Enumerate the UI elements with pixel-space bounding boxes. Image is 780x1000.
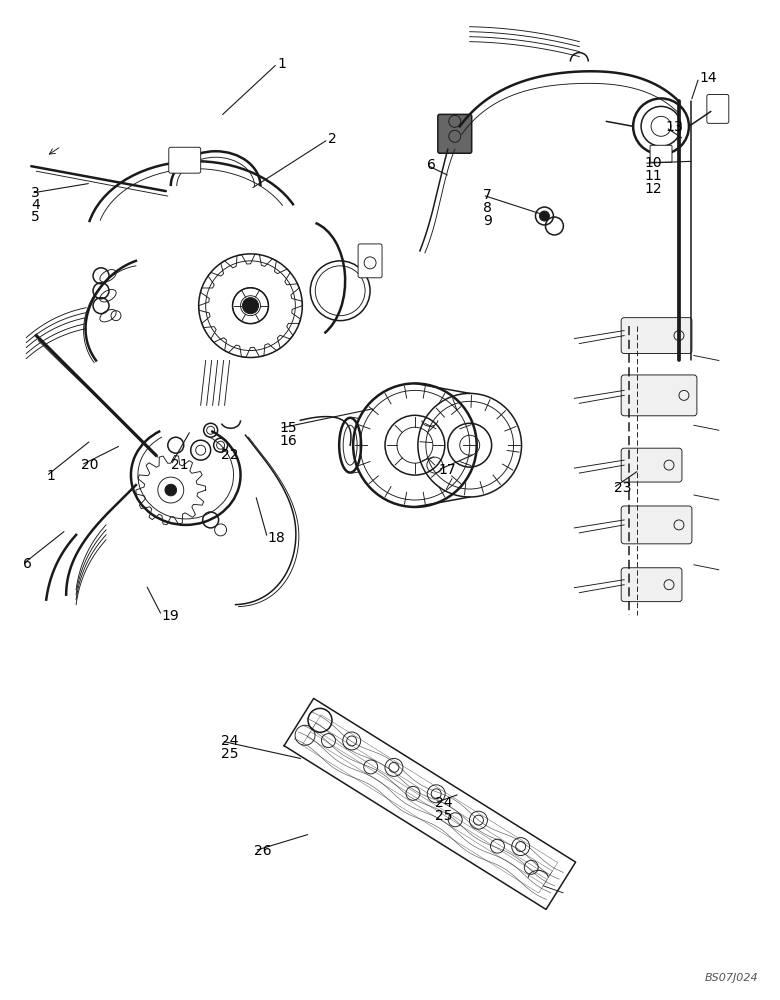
Text: 19: 19 xyxy=(161,609,179,623)
Text: 11: 11 xyxy=(645,169,663,183)
FancyBboxPatch shape xyxy=(621,375,697,416)
Text: 26: 26 xyxy=(254,844,271,858)
Circle shape xyxy=(165,484,176,496)
Text: 20: 20 xyxy=(80,458,98,472)
Text: 1: 1 xyxy=(47,469,55,483)
FancyBboxPatch shape xyxy=(438,114,472,153)
Text: 6: 6 xyxy=(427,158,436,172)
Text: 24: 24 xyxy=(222,734,239,748)
FancyBboxPatch shape xyxy=(650,145,672,162)
Text: 5: 5 xyxy=(31,210,40,224)
FancyBboxPatch shape xyxy=(358,244,382,278)
Text: 22: 22 xyxy=(221,448,238,462)
Text: 12: 12 xyxy=(645,182,662,196)
FancyBboxPatch shape xyxy=(621,568,682,602)
Text: 7: 7 xyxy=(484,188,492,202)
Text: 24: 24 xyxy=(435,796,452,810)
Text: 9: 9 xyxy=(484,214,492,228)
Text: 13: 13 xyxy=(666,120,683,134)
Text: 21: 21 xyxy=(171,458,189,472)
FancyBboxPatch shape xyxy=(707,94,729,123)
FancyBboxPatch shape xyxy=(621,448,682,482)
Text: 16: 16 xyxy=(280,434,297,448)
Text: 6: 6 xyxy=(23,557,32,571)
Text: 3: 3 xyxy=(31,186,40,200)
Text: 17: 17 xyxy=(438,463,456,477)
Text: 10: 10 xyxy=(645,156,662,170)
Text: 2: 2 xyxy=(328,132,337,146)
FancyBboxPatch shape xyxy=(168,147,200,173)
Text: 1: 1 xyxy=(278,57,286,71)
Text: 25: 25 xyxy=(222,747,239,761)
Text: 18: 18 xyxy=(268,531,285,545)
Text: 23: 23 xyxy=(614,481,631,495)
Text: 14: 14 xyxy=(700,71,717,85)
FancyBboxPatch shape xyxy=(621,506,692,544)
Text: 4: 4 xyxy=(31,198,40,212)
Circle shape xyxy=(540,211,549,221)
Text: BS07J024: BS07J024 xyxy=(705,973,759,983)
Text: 25: 25 xyxy=(435,809,452,823)
Text: 15: 15 xyxy=(280,421,297,435)
Text: 8: 8 xyxy=(484,201,492,215)
Circle shape xyxy=(243,298,258,314)
FancyBboxPatch shape xyxy=(621,318,692,354)
